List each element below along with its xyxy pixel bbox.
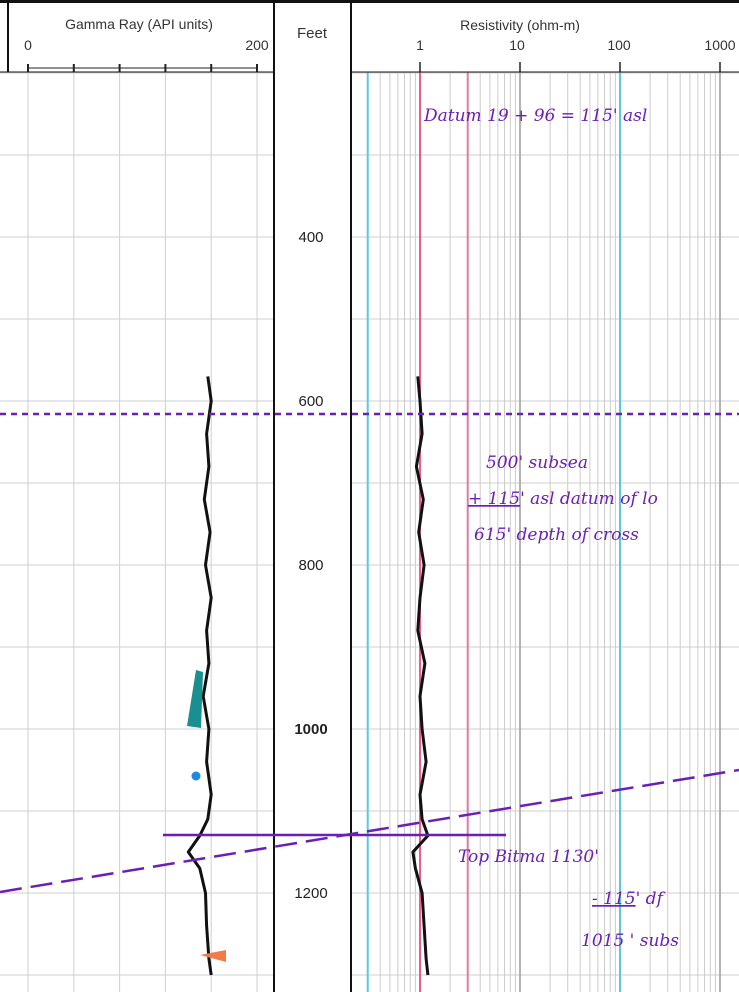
calc-annotation-line-3: 615' depth of cross: [474, 525, 639, 545]
gamma-grid: [0, 64, 274, 992]
gamma-tick-label-max: 200: [245, 37, 269, 53]
depth-tick-label: 600: [298, 393, 323, 410]
calc-annotation-rest: ' asl datum of lo: [520, 489, 658, 509]
dipping-correlation-dashed-line: [0, 768, 739, 894]
resistivity-reference-lines: [366, 72, 621, 992]
top-annotation-underlined: - 115: [592, 889, 636, 909]
top-annotation-rest: ' df: [636, 889, 666, 909]
calc-annotation-line-1: 500' subsea: [486, 453, 588, 473]
top-annotation-line-2: - 115' df: [592, 889, 666, 909]
top-annotation-line-1: Top Bitma 1130': [458, 847, 599, 867]
resistivity-tick-label-100: 100: [607, 37, 631, 53]
depth-tick-label: 800: [298, 557, 323, 574]
calc-annotation-line-2: + 115' asl datum of lo: [468, 489, 658, 509]
gamma-track-title: Gamma Ray (API units): [65, 16, 213, 32]
calc-annotation-underlined: + 115: [468, 489, 520, 509]
depth-axis: 400 600 800 1000 1200: [294, 229, 327, 902]
resistivity-tick-label-1000: 1000: [704, 37, 735, 53]
gamma-shade-marker: [187, 670, 203, 728]
depth-tick-label: 400: [298, 229, 323, 246]
orange-triangle-marker: [200, 950, 226, 962]
resistivity-track-title: Resistivity (ohm-m): [460, 17, 580, 33]
log-curves: [186, 376, 430, 976]
gamma-tick-label-min: 0: [24, 37, 32, 53]
top-annotation-line-3: 1015 ' subs: [581, 931, 679, 951]
blue-dot-marker: [191, 771, 201, 781]
datum-annotation: Datum 19 + 96 = 115' asl: [423, 106, 647, 126]
gamma-ray-curve: [186, 376, 213, 976]
depth-tick-label: 1000: [294, 721, 327, 738]
depth-track-title: Feet: [297, 25, 328, 42]
depth-tick-label: 1200: [294, 885, 327, 902]
resistivity-curve: [411, 376, 430, 976]
resistivity-tick-label-10: 10: [509, 37, 525, 53]
resistivity-tick-label-1: 1: [416, 37, 424, 53]
